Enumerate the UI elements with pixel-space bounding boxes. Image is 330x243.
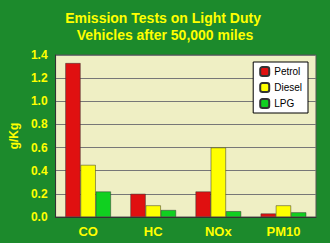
- svg-text:0.4: 0.4: [31, 164, 48, 178]
- svg-text:Vehicles after 50,000 miles: Vehicles after 50,000 miles: [77, 27, 254, 43]
- svg-text:NOx: NOx: [205, 224, 233, 239]
- svg-text:1.0: 1.0: [31, 94, 48, 108]
- svg-text:Emission Tests on Light Duty: Emission Tests on Light Duty: [65, 10, 265, 26]
- svg-text:0.0: 0.0: [31, 210, 48, 224]
- svg-text:Diesel: Diesel: [274, 82, 302, 93]
- svg-text:CO: CO: [78, 224, 98, 239]
- svg-text:PM10: PM10: [266, 224, 300, 239]
- svg-text:g/Kg: g/Kg: [7, 123, 21, 150]
- svg-text:1.2: 1.2: [31, 71, 48, 85]
- svg-text:0.2: 0.2: [31, 187, 48, 201]
- svg-text:1.4: 1.4: [31, 48, 48, 62]
- svg-text:HC: HC: [144, 224, 163, 239]
- svg-text:0.8: 0.8: [31, 117, 48, 131]
- svg-text:LPG: LPG: [274, 98, 294, 109]
- svg-text:0.6: 0.6: [31, 141, 48, 155]
- svg-text:Petrol: Petrol: [274, 66, 300, 77]
